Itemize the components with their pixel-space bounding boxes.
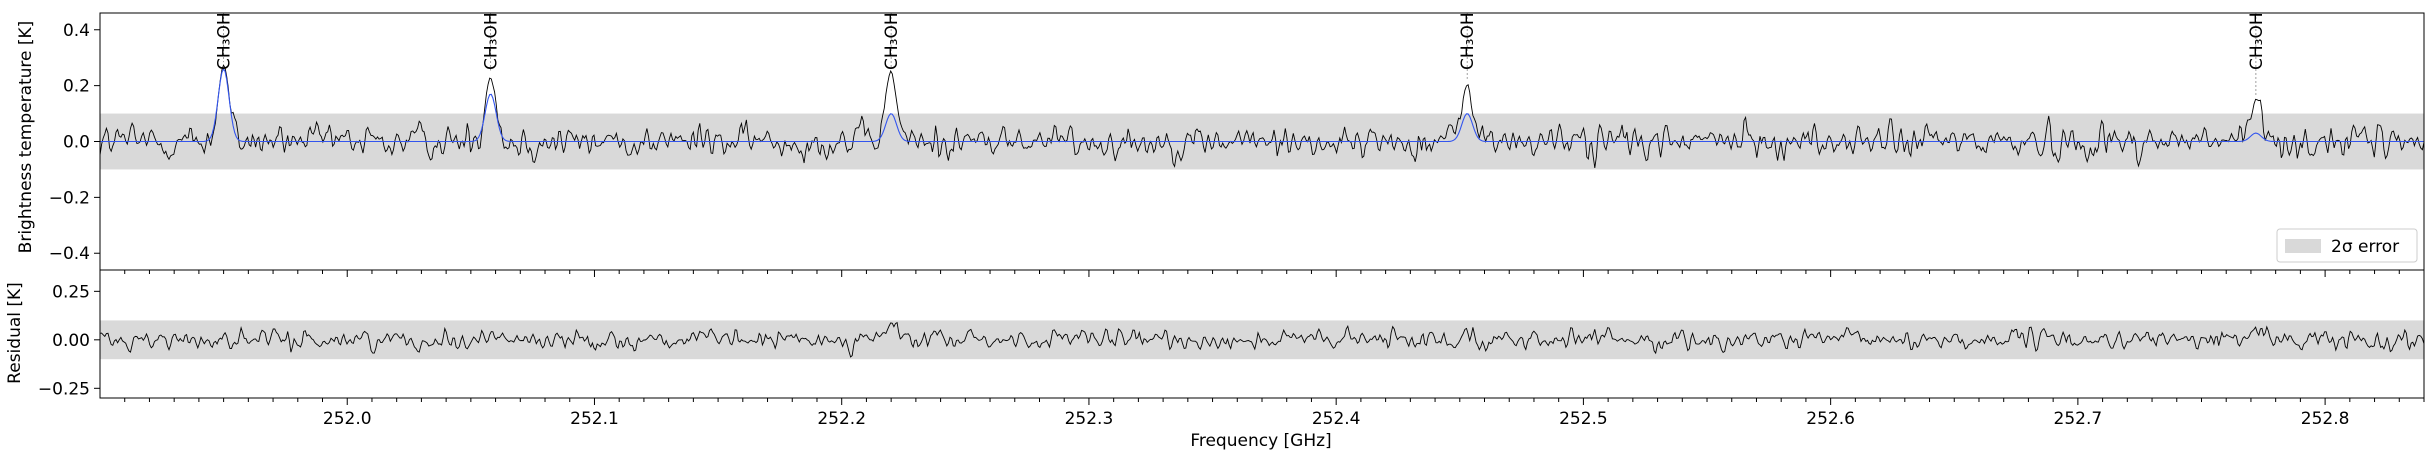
x-tick-label: 252.8: [2301, 409, 2350, 429]
spectrum-panel: −0.4−0.20.00.20.4 CH₃OH CH₃OH CH₃OH CH₃OH CH…: [16, 12, 2425, 277]
legend-label: 2σ error: [2331, 237, 2399, 257]
legend-swatch: [2285, 239, 2321, 253]
residual-y-axis-label: Residual [K]: [5, 282, 25, 384]
line-label: CH₃OH: [882, 12, 902, 70]
residual-y-ticks: −0.25 0.00 0.25: [38, 282, 100, 399]
line-label: CH₃OH: [215, 12, 235, 70]
frequency-x-ticks: 252.0 252.1 252.2 252.3 252.4 252.5 252.6 252.7…: [124, 398, 2425, 429]
x-tick-label: 252.5: [1559, 409, 1608, 429]
y-tick-label: −0.2: [49, 188, 90, 208]
y-tick-label: 0.0: [63, 133, 90, 153]
residual-panel: −0.250.000.25 252.0 252.1 252.2 252.3 252.4 2…: [5, 269, 2425, 451]
x-tick-label: 252.7: [2054, 409, 2103, 429]
line-label: CH₃OH: [482, 12, 502, 70]
y-tick-label: 0.4: [63, 21, 90, 41]
model-spectrum-line: [100, 67, 2424, 143]
observed-spectrum-line: [99, 64, 2425, 168]
x-tick-label: 252.6: [1806, 409, 1855, 429]
y-tick-label: 0.25: [52, 282, 90, 302]
legend: 2σ error: [2276, 228, 2418, 263]
x-tick-label: 252.1: [570, 409, 619, 429]
x-tick-label: 252.4: [1312, 409, 1361, 429]
line-label: CH₃OH: [1458, 12, 1478, 70]
residual-line: [99, 321, 2425, 358]
spectrum-x-minor-ticks: [124, 270, 2425, 277]
x-tick-label: 252.0: [323, 409, 372, 429]
residual-axes-frame: [99, 269, 2425, 399]
y-tick-label: 0.2: [63, 77, 90, 97]
x-tick-label: 252.3: [1065, 409, 1114, 429]
y-tick-label: −0.4: [49, 244, 90, 264]
spectrum-y-ticks: −0.4 −0.2 0.0 0.2 0.4: [49, 21, 100, 264]
y-tick-label: −0.25: [38, 379, 90, 399]
line-label: CH₃OH: [2247, 12, 2267, 70]
spectrum-y-axis-label: Brightness temperature [K]: [16, 21, 36, 254]
frequency-x-axis-label: Frequency [GHz]: [1190, 431, 1331, 451]
x-tick-label: 252.2: [817, 409, 866, 429]
legend-frame: [2276, 228, 2418, 263]
y-tick-label: 0.00: [52, 331, 90, 351]
line-labels: CH₃OH CH₃OH CH₃OH CH₃OH CH₃OH: [215, 12, 2267, 96]
